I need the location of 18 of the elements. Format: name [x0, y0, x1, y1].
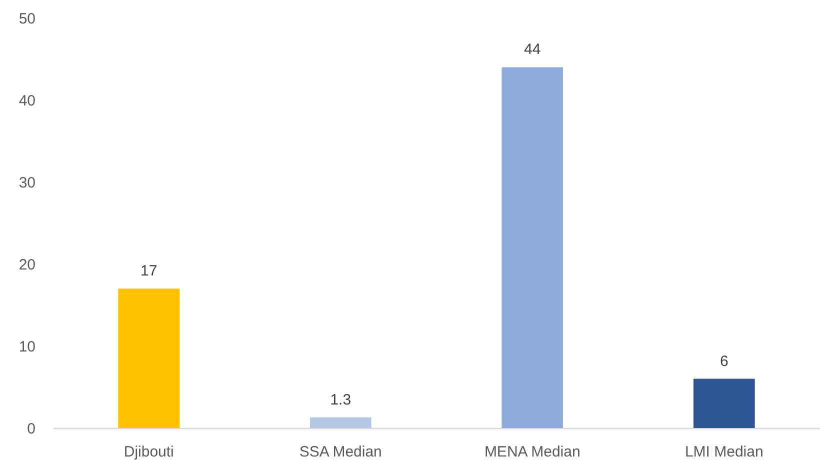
bar	[310, 417, 372, 428]
x-tick-label: LMI Median	[684, 444, 764, 460]
y-tick-label: 10	[18, 338, 36, 356]
x-tick-label: MENA Median	[484, 444, 580, 460]
bar	[693, 378, 755, 428]
x-tick-label: SSA Median	[299, 444, 382, 460]
data-label: 17	[140, 262, 158, 280]
y-tick-label: 0	[27, 420, 36, 438]
y-tick-label: 40	[18, 92, 36, 110]
y-tick-label: 30	[18, 174, 36, 192]
x-tick-label: Djibouti	[124, 444, 174, 460]
data-label: 1.3	[330, 391, 352, 408]
data-label: 44	[524, 41, 541, 58]
bar	[118, 288, 180, 428]
bar	[502, 67, 564, 428]
y-tick-label: 20	[18, 256, 36, 274]
data-label: 6	[720, 352, 728, 370]
y-tick-label: 50	[18, 10, 36, 28]
